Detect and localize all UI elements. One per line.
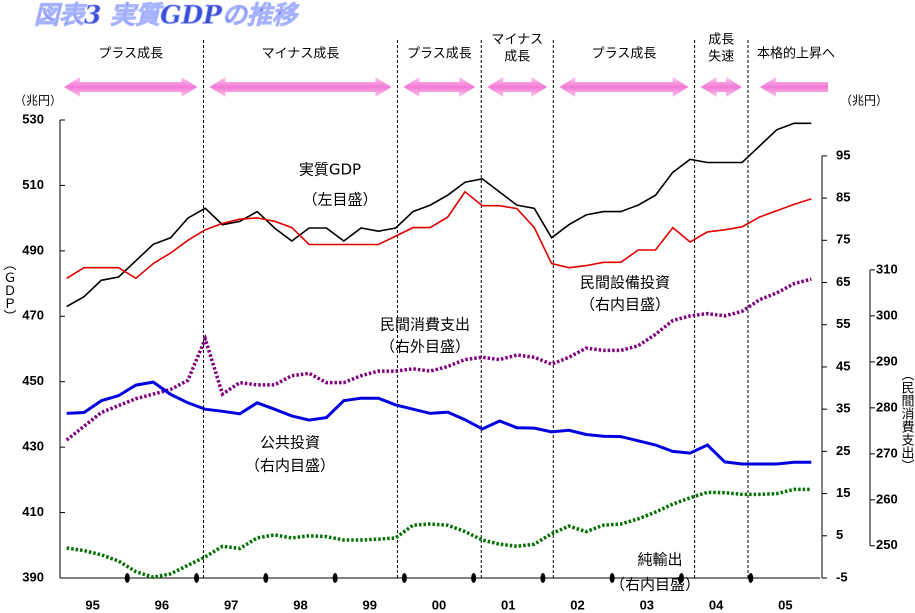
y2-tick-label: 65 — [836, 274, 850, 289]
phase-label: プラス成長 — [98, 47, 163, 62]
phase-label: 成長 — [708, 33, 734, 48]
series-note: （右内目盛） — [245, 457, 335, 475]
x-minor-tick — [124, 573, 130, 583]
x-minor-tick — [332, 573, 338, 583]
y2-tick-label: 35 — [836, 401, 850, 416]
y-tick-label: 490 — [22, 242, 44, 257]
y-axis-label: （ＧＤＰ） — [1, 258, 17, 323]
y-tick-label: 470 — [22, 308, 44, 323]
series-line — [66, 190, 812, 280]
y-tick-label: 510 — [22, 177, 44, 192]
chart-title: 図表3 実質GDPの推移 — [34, 1, 300, 30]
x-tick-label: 97 — [224, 597, 238, 612]
y-unit: （兆円） — [14, 94, 62, 108]
x-tick-label: 03 — [640, 597, 654, 612]
x-tick-label: 96 — [155, 597, 169, 612]
series-line — [66, 487, 812, 580]
x-minor-tick — [471, 573, 477, 583]
y2-tick-label: 95 — [836, 147, 850, 162]
phase-label: プラス成長 — [592, 47, 657, 62]
x-tick-label: 98 — [293, 597, 307, 612]
phase-arrow — [64, 77, 198, 97]
phase-arrow — [700, 77, 742, 97]
series-name: 公共投資 — [260, 434, 320, 452]
x-tick-label: 05 — [778, 597, 792, 612]
y2-tick-label: 55 — [836, 316, 850, 331]
x-minor-tick — [263, 573, 269, 583]
y2-unit: （兆円） — [840, 94, 888, 108]
x-minor-tick — [540, 573, 546, 583]
y2-tick-label: 85 — [836, 190, 850, 205]
y-tick-label: 530 — [22, 111, 44, 126]
y3-tick-label: 260 — [876, 491, 898, 506]
series-line — [66, 122, 812, 308]
y3-axis-label: （民間消費支出） — [899, 368, 915, 472]
y-tick-label: 450 — [22, 373, 44, 388]
phase-arrow — [759, 77, 828, 97]
x-minor-tick — [194, 573, 200, 583]
x-tick-label: 02 — [570, 597, 584, 612]
series-name: 実質GDP — [299, 161, 361, 179]
y3-tick-label: 290 — [876, 353, 898, 368]
series-line — [65, 277, 812, 442]
series-line — [66, 380, 812, 466]
phase-arrow — [487, 77, 548, 97]
y3-tick-label: 280 — [876, 399, 898, 414]
series-name: 民間設備投資 — [580, 274, 670, 292]
phase-label: マイナス成長 — [262, 47, 340, 62]
x-tick-label: 95 — [85, 597, 99, 612]
x-minor-tick — [609, 573, 615, 583]
y2-tick-label: 45 — [836, 358, 850, 373]
x-minor-tick — [401, 573, 407, 583]
y3-tick-label: 310 — [876, 261, 898, 276]
x-minor-tick — [678, 573, 684, 583]
x-tick-label: 04 — [709, 597, 724, 612]
x-tick-label: 01 — [501, 597, 515, 612]
phase-label: マイナス — [491, 33, 543, 48]
y2-tick-label: 25 — [836, 443, 850, 458]
y-tick-label: 390 — [22, 569, 44, 584]
series-note: （左目盛） — [302, 191, 377, 209]
phase-label: プラス成長 — [407, 47, 472, 62]
series-name: 民間消費支出 — [380, 316, 470, 334]
phase-arrow — [403, 77, 476, 97]
x-tick-label: 99 — [362, 597, 376, 612]
y2-tick-label: 5 — [836, 527, 843, 542]
phase-label: 成長 — [504, 50, 530, 65]
y-tick-label: 410 — [22, 504, 44, 519]
y3-tick-label: 250 — [876, 537, 898, 552]
series-note: （右内目盛） — [610, 576, 700, 594]
phase-label: 失速 — [708, 50, 734, 65]
y3-tick-label: 270 — [876, 445, 898, 460]
x-minor-tick — [748, 573, 754, 583]
y3-tick-label: 300 — [876, 307, 898, 322]
phase-arrow — [209, 77, 392, 97]
y-tick-label: 430 — [22, 439, 44, 454]
x-tick-label: 00 — [432, 597, 446, 612]
phase-label: 本格的上昇へ — [757, 46, 835, 62]
phase-arrow — [559, 77, 689, 97]
series-note: （右外目盛） — [380, 338, 470, 356]
y2-tick-label: 15 — [836, 485, 850, 500]
series-note: （右内目盛） — [580, 296, 670, 314]
series-name: 純輸出 — [637, 551, 682, 569]
y2-tick-label: -5 — [836, 569, 848, 584]
y2-tick-label: 75 — [836, 232, 850, 247]
